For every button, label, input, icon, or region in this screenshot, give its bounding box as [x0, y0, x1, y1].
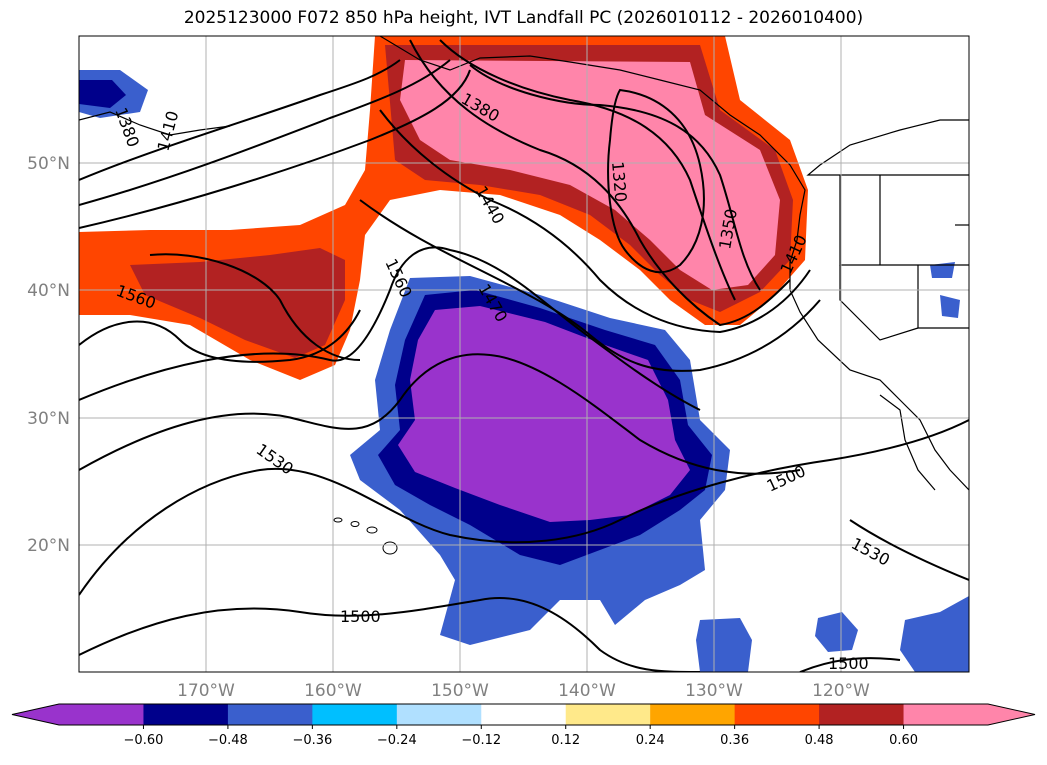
tropical-anomaly-patches [696, 262, 969, 672]
colorbar-extend-max [988, 704, 1035, 725]
negative-anomaly-region [350, 276, 730, 645]
latitude-labels: 50°N 40°N 30°N 20°N [27, 154, 70, 556]
colorbar-segment [312, 704, 398, 725]
colorbar-segment [903, 704, 989, 725]
colorbar-tick-label: 0.48 [805, 733, 834, 748]
colorbar: −0.60 −0.48 −0.36 −0.24 −0.12 0.12 0.24 0.36 0.4… [11, 703, 1036, 748]
colorbar-segment [565, 704, 651, 725]
colorbar-segment [481, 704, 567, 725]
longitude-labels: 170°W 160°W 150°W 140°W 130°W 120°W [177, 681, 870, 701]
positive-anomaly-region [79, 36, 808, 380]
graticule [79, 36, 969, 672]
lat-label: 50°N [27, 154, 70, 174]
colorbar-extend-min [12, 704, 59, 725]
colorbar-segment [819, 704, 905, 725]
contour-label: 1500 [340, 607, 381, 626]
lon-label: 130°W [685, 681, 743, 701]
lon-label: 170°W [177, 681, 235, 701]
colorbar-segment [143, 704, 229, 725]
colorbar-tick-label: 0.24 [636, 733, 665, 748]
colorbar-tick-label: −0.48 [208, 733, 248, 748]
colorbar-segment [734, 704, 820, 725]
colorbar-tick-label: −0.36 [292, 733, 332, 748]
map-title: 2025123000 F072 850 hPa height, IVT Land… [183, 8, 864, 28]
colorbar-segment [396, 704, 482, 725]
lon-label: 120°W [812, 681, 870, 701]
colorbar-tick-label: −0.12 [461, 733, 501, 748]
lon-label: 140°W [558, 681, 616, 701]
lat-label: 40°N [27, 281, 70, 301]
lat-label: 20°N [27, 536, 70, 556]
bering-anomaly-blob [79, 70, 148, 118]
colorbar-tick-label: −0.60 [124, 733, 164, 748]
colorbar-segment [650, 704, 736, 725]
colorbar-tick-label: −0.24 [377, 733, 417, 748]
colorbar-outline [11, 703, 1036, 726]
lon-label: 150°W [431, 681, 489, 701]
hawaii-islands [333, 517, 398, 555]
lon-label: 160°W [304, 681, 362, 701]
colorbar-tick-label: 0.12 [551, 733, 580, 748]
colorbar-tick-label: 0.60 [889, 733, 918, 748]
lat-label: 30°N [27, 409, 70, 429]
contour-label: 1320 [608, 161, 630, 203]
height-contours [79, 39, 969, 672]
coastlines [79, 36, 969, 491]
contour-label: 1500 [828, 654, 869, 673]
colorbar-segment [59, 704, 144, 725]
colorbar-tick-label: 0.36 [720, 733, 749, 748]
map-frame [78, 35, 970, 673]
colorbar-segment [227, 704, 313, 725]
